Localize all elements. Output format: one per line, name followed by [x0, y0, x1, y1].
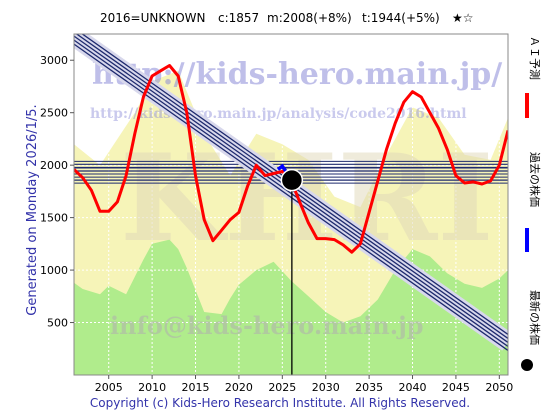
y-tick-1500: 1500 — [40, 212, 68, 225]
x-tick-2045: 2045 — [442, 381, 470, 394]
y-tick-1000: 1000 — [40, 264, 68, 277]
x-tick-2050: 2050 — [485, 381, 513, 394]
x-tick-2040: 2040 — [399, 381, 427, 394]
header-code: 2016=UNKNOWN — [100, 11, 206, 25]
channel-line-4 — [74, 43, 508, 352]
copyright: Copyright (c) Kids-Hero Research Institu… — [90, 396, 470, 410]
watermark-email: info@kids-hero.main.jp — [110, 311, 424, 340]
x-tick-2005: 2005 — [95, 381, 123, 394]
x-axis: 2005 2010 2015 2020 2025 2030 2035 2040 2045 2050 — [95, 375, 513, 394]
x-tick-2020: 2020 — [225, 381, 253, 394]
plot-border — [73, 33, 509, 376]
latest-price-marker — [280, 168, 304, 192]
header-stars: ★☆ — [452, 11, 474, 25]
legend-swatch-latest — [521, 359, 533, 371]
y-tick-3000: 3000 — [40, 54, 68, 67]
chart-header: 2016=UNKNOWN c:1857 m:2008(+8%) t:1944(+… — [100, 11, 474, 25]
x-tick-2010: 2010 — [138, 381, 166, 394]
y-tick-500: 500 — [47, 317, 68, 330]
x-tick-2025: 2025 — [268, 381, 296, 394]
header-current: c:1857 — [218, 11, 259, 25]
legend-label-latest: 最新の株価 — [528, 290, 542, 345]
x-tick-2015: 2015 — [182, 381, 210, 394]
generated-date: Generated on Monday 2026/1/5. — [25, 104, 40, 315]
legend: ＡＩ予測 過去の株価 最新の株価 — [521, 36, 542, 371]
header-mid: m:2008(+8%) — [267, 11, 352, 25]
legend-label-past: 過去の株価 — [528, 152, 542, 207]
y-axis: 500 1000 1500 2000 2500 3000 — [40, 54, 74, 330]
legend-label-prediction: ＡＩ予測 — [528, 36, 542, 80]
header-target: t:1944(+5%) — [362, 11, 440, 25]
y-tick-2000: 2000 — [40, 159, 68, 172]
y-tick-2500: 2500 — [40, 107, 68, 120]
x-tick-2030: 2030 — [312, 381, 340, 394]
x-tick-2035: 2035 — [355, 381, 383, 394]
watermark-analysis-url: http://kids-hero.main.jp/analysis/code20… — [90, 106, 467, 122]
